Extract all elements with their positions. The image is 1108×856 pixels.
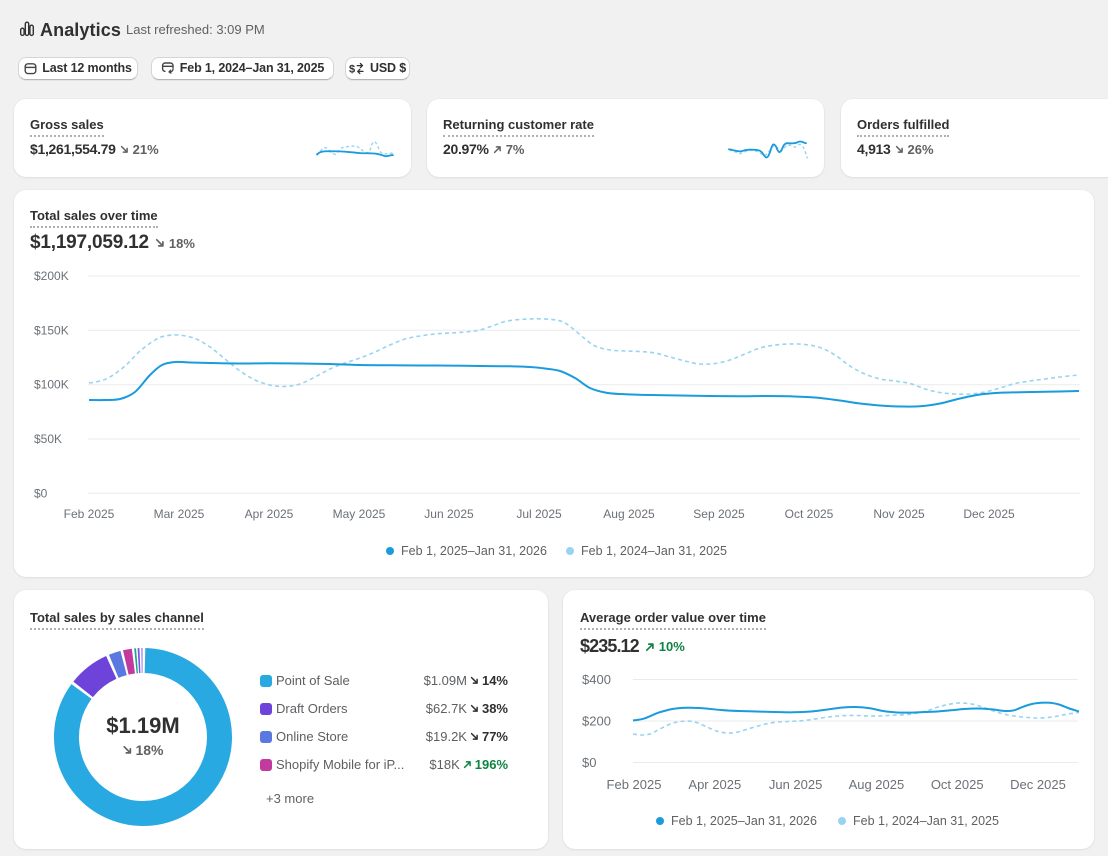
svg-text:$: $ bbox=[349, 63, 355, 75]
svg-text:Sep 2025: Sep 2025 bbox=[693, 507, 745, 521]
svg-text:Dec 2025: Dec 2025 bbox=[1010, 777, 1066, 792]
svg-text:Oct 2025: Oct 2025 bbox=[785, 507, 834, 521]
svg-text:Jun 2025: Jun 2025 bbox=[769, 777, 823, 792]
svg-text:Apr 2025: Apr 2025 bbox=[245, 507, 294, 521]
svg-text:Jun 2025: Jun 2025 bbox=[424, 507, 474, 521]
svg-text:$0: $0 bbox=[34, 486, 48, 500]
svg-text:$150K: $150K bbox=[34, 323, 69, 337]
svg-text:$400: $400 bbox=[582, 672, 611, 687]
svg-text:Feb 2025: Feb 2025 bbox=[607, 777, 662, 792]
svg-text:Aug 2025: Aug 2025 bbox=[849, 777, 905, 792]
svg-text:Mar 2025: Mar 2025 bbox=[154, 507, 205, 521]
svg-text:May 2025: May 2025 bbox=[333, 507, 386, 521]
svg-text:Oct 2025: Oct 2025 bbox=[931, 777, 984, 792]
svg-text:$50K: $50K bbox=[34, 432, 62, 446]
svg-text:Dec 2025: Dec 2025 bbox=[963, 507, 1015, 521]
svg-text:Nov 2025: Nov 2025 bbox=[873, 507, 925, 521]
svg-text:$100K: $100K bbox=[34, 378, 69, 392]
svg-text:$200: $200 bbox=[582, 714, 611, 729]
svg-text:Feb 2025: Feb 2025 bbox=[64, 507, 115, 521]
svg-text:$0: $0 bbox=[582, 755, 596, 770]
svg-text:Jul 2025: Jul 2025 bbox=[516, 507, 562, 521]
svg-text:Aug 2025: Aug 2025 bbox=[603, 507, 655, 521]
svg-text:$200K: $200K bbox=[34, 269, 69, 283]
svg-text:Apr 2025: Apr 2025 bbox=[688, 777, 741, 792]
